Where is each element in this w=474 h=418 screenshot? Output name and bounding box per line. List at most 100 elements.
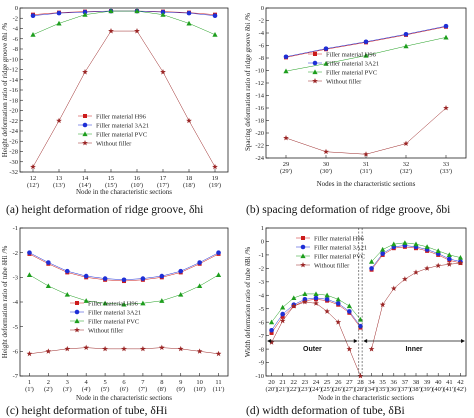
data-point (363, 151, 369, 157)
legend-marker (82, 122, 88, 128)
y-tick-label: -8 (13, 46, 18, 53)
legend-marker (82, 131, 88, 137)
y-tick-label: -24 (9, 128, 18, 135)
series-group (268, 240, 464, 379)
y-tick-label: -6 (259, 43, 265, 50)
y-tick-label: -8 (259, 346, 264, 353)
panel-caption: (c) height deformation of tube, δHi (6, 405, 167, 417)
data-point (186, 10, 192, 16)
x-tick-sublabel: (4') (82, 386, 91, 393)
data-point (26, 272, 33, 277)
axis-ticks: 0 -2 -4 -6 -8 -10 -12 -14 -16 -18 -20 -22 -24 -26 -28 -… (9, 5, 221, 189)
legend-marker (300, 253, 306, 259)
data-point (46, 260, 51, 265)
legend-label: Without filler (326, 78, 362, 85)
y-tick-label: -3 (13, 275, 18, 282)
x-tick-label: 28 (357, 379, 364, 386)
region-markers: Outer Inner (267, 228, 465, 376)
legend-marker (74, 309, 80, 315)
y-tick-label: -5 (259, 306, 264, 313)
x-tick-label: 14 (82, 175, 89, 182)
data-point (215, 350, 222, 357)
x-tick-sublabel: (27') (343, 386, 355, 393)
y-tick-label: -22 (9, 118, 18, 125)
data-point (443, 23, 449, 29)
x-tick-label: 27 (346, 379, 353, 386)
legend-label: Without filler (314, 262, 350, 269)
series-group (283, 23, 449, 157)
data-point (313, 291, 319, 297)
x-tick-sublabel: (17') (157, 182, 169, 189)
x-tick-sublabel: (5') (101, 386, 110, 393)
x-axis-label: Node in the characteristic sections (76, 188, 172, 196)
data-point (435, 262, 442, 269)
x-tick-label: 1 (28, 379, 31, 386)
y-tick-label: -28 (9, 149, 18, 156)
x-tick-label: 33 (443, 161, 450, 168)
y-tick-label: -2 (13, 15, 18, 22)
x-tick-label: 19 (212, 175, 219, 182)
panel-d-width-tube: 10-1-2-3-4-5-6-7-8-9-1020(20')21(21')22(… (244, 225, 466, 417)
y-tick-label: -2 (13, 250, 18, 257)
legend-label: Filler material H96 (88, 300, 139, 307)
x-tick-label: 9 (179, 379, 182, 386)
x-tick-sublabel: (3') (63, 386, 72, 393)
data-point (457, 255, 464, 260)
y-tick-label: -6 (13, 36, 19, 43)
data-point (178, 268, 184, 274)
data-point (64, 345, 71, 352)
data-point (216, 250, 221, 255)
data-point (177, 345, 184, 352)
x-tick-label: 10 (196, 379, 203, 386)
x-tick-sublabel: (21') (277, 386, 289, 393)
x-tick-sublabel: (13') (53, 182, 65, 189)
y-tick-label: -16 (255, 105, 264, 112)
legend-label: Filler material 3A21 (314, 244, 367, 251)
y-tick-label: 0 (261, 239, 264, 246)
y-axis-label: Height deformation ratio of tube δHi /% (1, 246, 9, 359)
x-tick-sublabel: (18') (183, 182, 195, 189)
x-tick-sublabel: (39') (421, 386, 433, 393)
x-tick-label: 32 (403, 161, 410, 168)
data-point (186, 20, 192, 26)
x-tick-sublabel: (38') (410, 386, 422, 393)
legend-marker (312, 69, 318, 75)
data-point (403, 31, 409, 37)
data-point (283, 68, 289, 74)
arrow-head (363, 339, 368, 344)
legend-marker (300, 244, 306, 250)
legend-label: Filler material 3A21 (96, 122, 149, 129)
legend-label: Filler material 3A21 (88, 309, 141, 316)
data-point (402, 276, 408, 282)
x-tick-label: 4 (85, 379, 89, 386)
legend-label: Filler material H96 (314, 235, 365, 242)
data-point (215, 272, 222, 277)
data-point (323, 148, 329, 155)
legend-marker (75, 301, 79, 305)
x-tick-sublabel: (26') (332, 386, 344, 393)
x-tick-label: 11 (215, 379, 221, 386)
data-point (446, 261, 453, 267)
x-tick-label: 31 (363, 161, 370, 168)
data-point (447, 256, 452, 262)
x-tick-label: 37 (402, 379, 409, 386)
x-tick-sublabel: (10') (194, 386, 206, 393)
data-point (212, 13, 218, 18)
legend-label: Filler material H96 (96, 113, 147, 120)
data-point (280, 304, 286, 310)
data-point (335, 301, 341, 306)
x-tick-sublabel: (24') (310, 386, 322, 393)
y-tick-label: -20 (9, 108, 18, 115)
legend-label: Filler material PVC (314, 253, 365, 260)
data-point (197, 283, 203, 289)
x-tick-label: 34 (368, 379, 375, 386)
data-point (335, 319, 342, 325)
y-tick-label: -7 (259, 333, 265, 340)
data-point (269, 327, 274, 333)
data-point (283, 135, 289, 141)
legend: Filler material H96 Filler material 3A21 F… (308, 51, 379, 85)
data-point (357, 316, 364, 322)
axis-ticks: 0 -2 -4 -6 -8 -10 -12 -14 -16 -18 -20 -22 -24 29(29')… (255, 5, 452, 175)
y-tick-label: -10 (255, 68, 264, 75)
